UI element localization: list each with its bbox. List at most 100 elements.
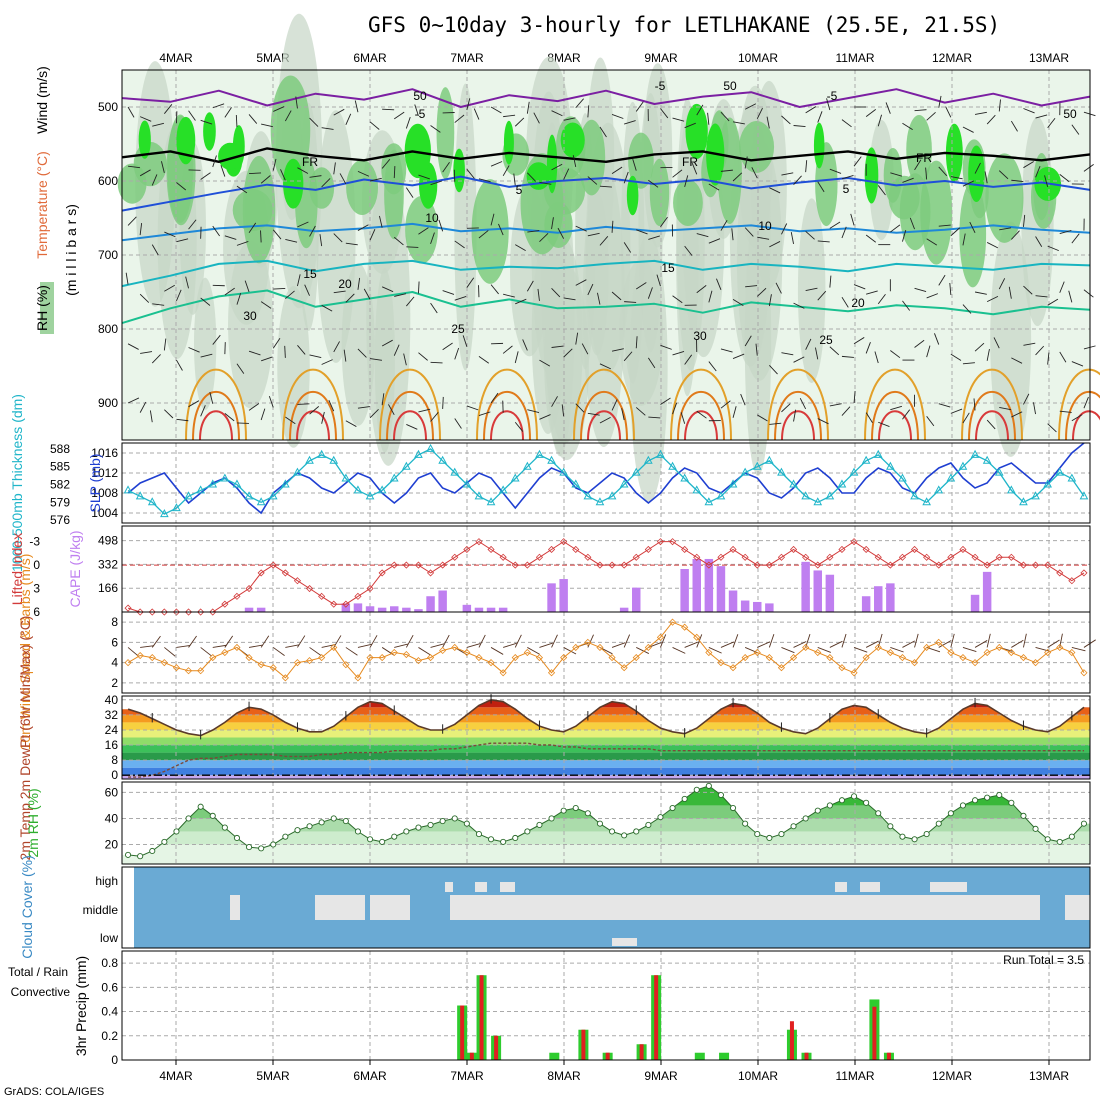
- rh-shading-green: [985, 153, 1024, 243]
- wind-barb: [236, 293, 242, 305]
- surface-wind-barb: [127, 647, 140, 657]
- rh-point: [935, 820, 942, 827]
- wind-barb: [914, 109, 927, 112]
- wind-barb: [656, 274, 661, 287]
- lifted-index-point: [741, 553, 749, 561]
- wind-barb: [793, 175, 802, 186]
- rh-point: [1068, 833, 1075, 840]
- wind-speed-point: [523, 648, 531, 657]
- wind-barb: [781, 403, 791, 413]
- surface-wind-barb: [938, 640, 952, 648]
- cape-bar: [353, 603, 363, 612]
- slp-series-line: [127, 442, 1085, 515]
- temperature-contour-15: [121, 259, 1091, 288]
- wind-barb: [1083, 396, 1089, 409]
- thickness-point: [898, 473, 907, 482]
- date-tick-label: 8MAR: [547, 1069, 581, 1083]
- thickness-point: [837, 479, 847, 488]
- thickness-point: [1067, 473, 1077, 482]
- thickness-point: [1043, 479, 1052, 488]
- wind-barb: [926, 111, 936, 121]
- wind-barb: [139, 223, 143, 236]
- wind-barb: [751, 167, 758, 179]
- thickness-series-line: [127, 448, 1085, 515]
- wind-speed-point: [197, 667, 205, 675]
- wind-speed-point: [826, 653, 834, 662]
- thickness-point: [1079, 491, 1089, 500]
- wind-speed-point: [608, 653, 616, 662]
- surface-wind-barb: [950, 633, 955, 648]
- thickness-point: [680, 473, 689, 482]
- thickness-point: [934, 485, 944, 494]
- wind-barb: [962, 180, 974, 187]
- rh-shading-gray: [316, 110, 356, 363]
- temperature-contour-10: [121, 222, 1091, 242]
- wind-speed-point: [971, 659, 979, 667]
- cape-lifted-panel: 166 332 498 -3 0 3 6 Lifted Index CAPE (J/kg): [9, 525, 1091, 619]
- wind-barb: [490, 284, 499, 295]
- rh-legend-swatch: [40, 282, 54, 334]
- wind-barb: [454, 240, 465, 249]
- wind-barb: [720, 400, 731, 409]
- lifted-tick-label: 0: [33, 558, 40, 572]
- lifted-index-point: [584, 553, 592, 561]
- lifted-index-point: [451, 553, 459, 561]
- wind-barb: [962, 412, 970, 424]
- wind-barb: [1059, 229, 1072, 234]
- warm-contour: [871, 390, 919, 441]
- lifted-index-point: [935, 561, 943, 569]
- lifted-index-point: [378, 569, 386, 577]
- wind-barb: [261, 356, 273, 362]
- wind-barb: [539, 359, 551, 367]
- warm-contour: [289, 390, 337, 441]
- temp-tick-label: 24: [105, 723, 119, 737]
- surface-wind-barb: [260, 635, 270, 648]
- cloud-tick-label: low: [100, 931, 118, 945]
- thickness-point: [595, 497, 605, 506]
- rh-point: [318, 819, 325, 826]
- wind-barb: [1023, 342, 1036, 346]
- wind-speed-point: [281, 674, 289, 682]
- precip-total-bar: [719, 1052, 730, 1060]
- rh-point: [209, 812, 216, 819]
- wind-barb: [527, 172, 537, 182]
- rh-shading-bright: [626, 175, 639, 216]
- wind-barb: [1023, 161, 1034, 169]
- wind-barb: [647, 357, 656, 369]
- wind-barb: [636, 229, 648, 235]
- thickness-point: [861, 455, 871, 464]
- cape-axis-label: CAPE (J/kg): [67, 530, 83, 607]
- thickness-point: [607, 491, 617, 500]
- wind-barb: [164, 409, 174, 419]
- warm-contour: [282, 368, 344, 441]
- wind-speed-point: [572, 643, 580, 652]
- cloud-tick-label: middle: [83, 903, 119, 917]
- warm-contour: [573, 368, 635, 441]
- rh-shading-gray: [544, 265, 589, 461]
- wind-barb: [551, 345, 564, 348]
- wind-barb: [1071, 124, 1080, 135]
- lifted-index-point: [293, 577, 302, 585]
- wind-barb: [815, 347, 819, 360]
- wind-barb: [333, 290, 346, 294]
- rh-point: [814, 807, 821, 814]
- wind-barb: [357, 224, 369, 231]
- thickness-point: [268, 491, 278, 500]
- wind-barb: [321, 411, 325, 424]
- wind-barb: [680, 412, 686, 424]
- wind-barb: [430, 125, 441, 133]
- wind-speed-point: [560, 653, 568, 662]
- wind-tick-label: 6: [111, 635, 118, 649]
- wind-barb: [272, 338, 281, 349]
- wind-barb: [442, 162, 450, 173]
- wind-barb: [149, 410, 153, 423]
- wind-barb: [793, 356, 805, 363]
- wind-barb: [720, 169, 733, 172]
- precip-tick-label: 0.8: [101, 956, 118, 970]
- temp-tick-label: 0: [111, 768, 118, 782]
- warm-contour: [483, 390, 531, 441]
- lifted-index-point: [826, 553, 834, 561]
- surface-wind-barb: [272, 647, 285, 657]
- wind-barb: [220, 165, 226, 177]
- wind-speed-point: [1044, 648, 1052, 657]
